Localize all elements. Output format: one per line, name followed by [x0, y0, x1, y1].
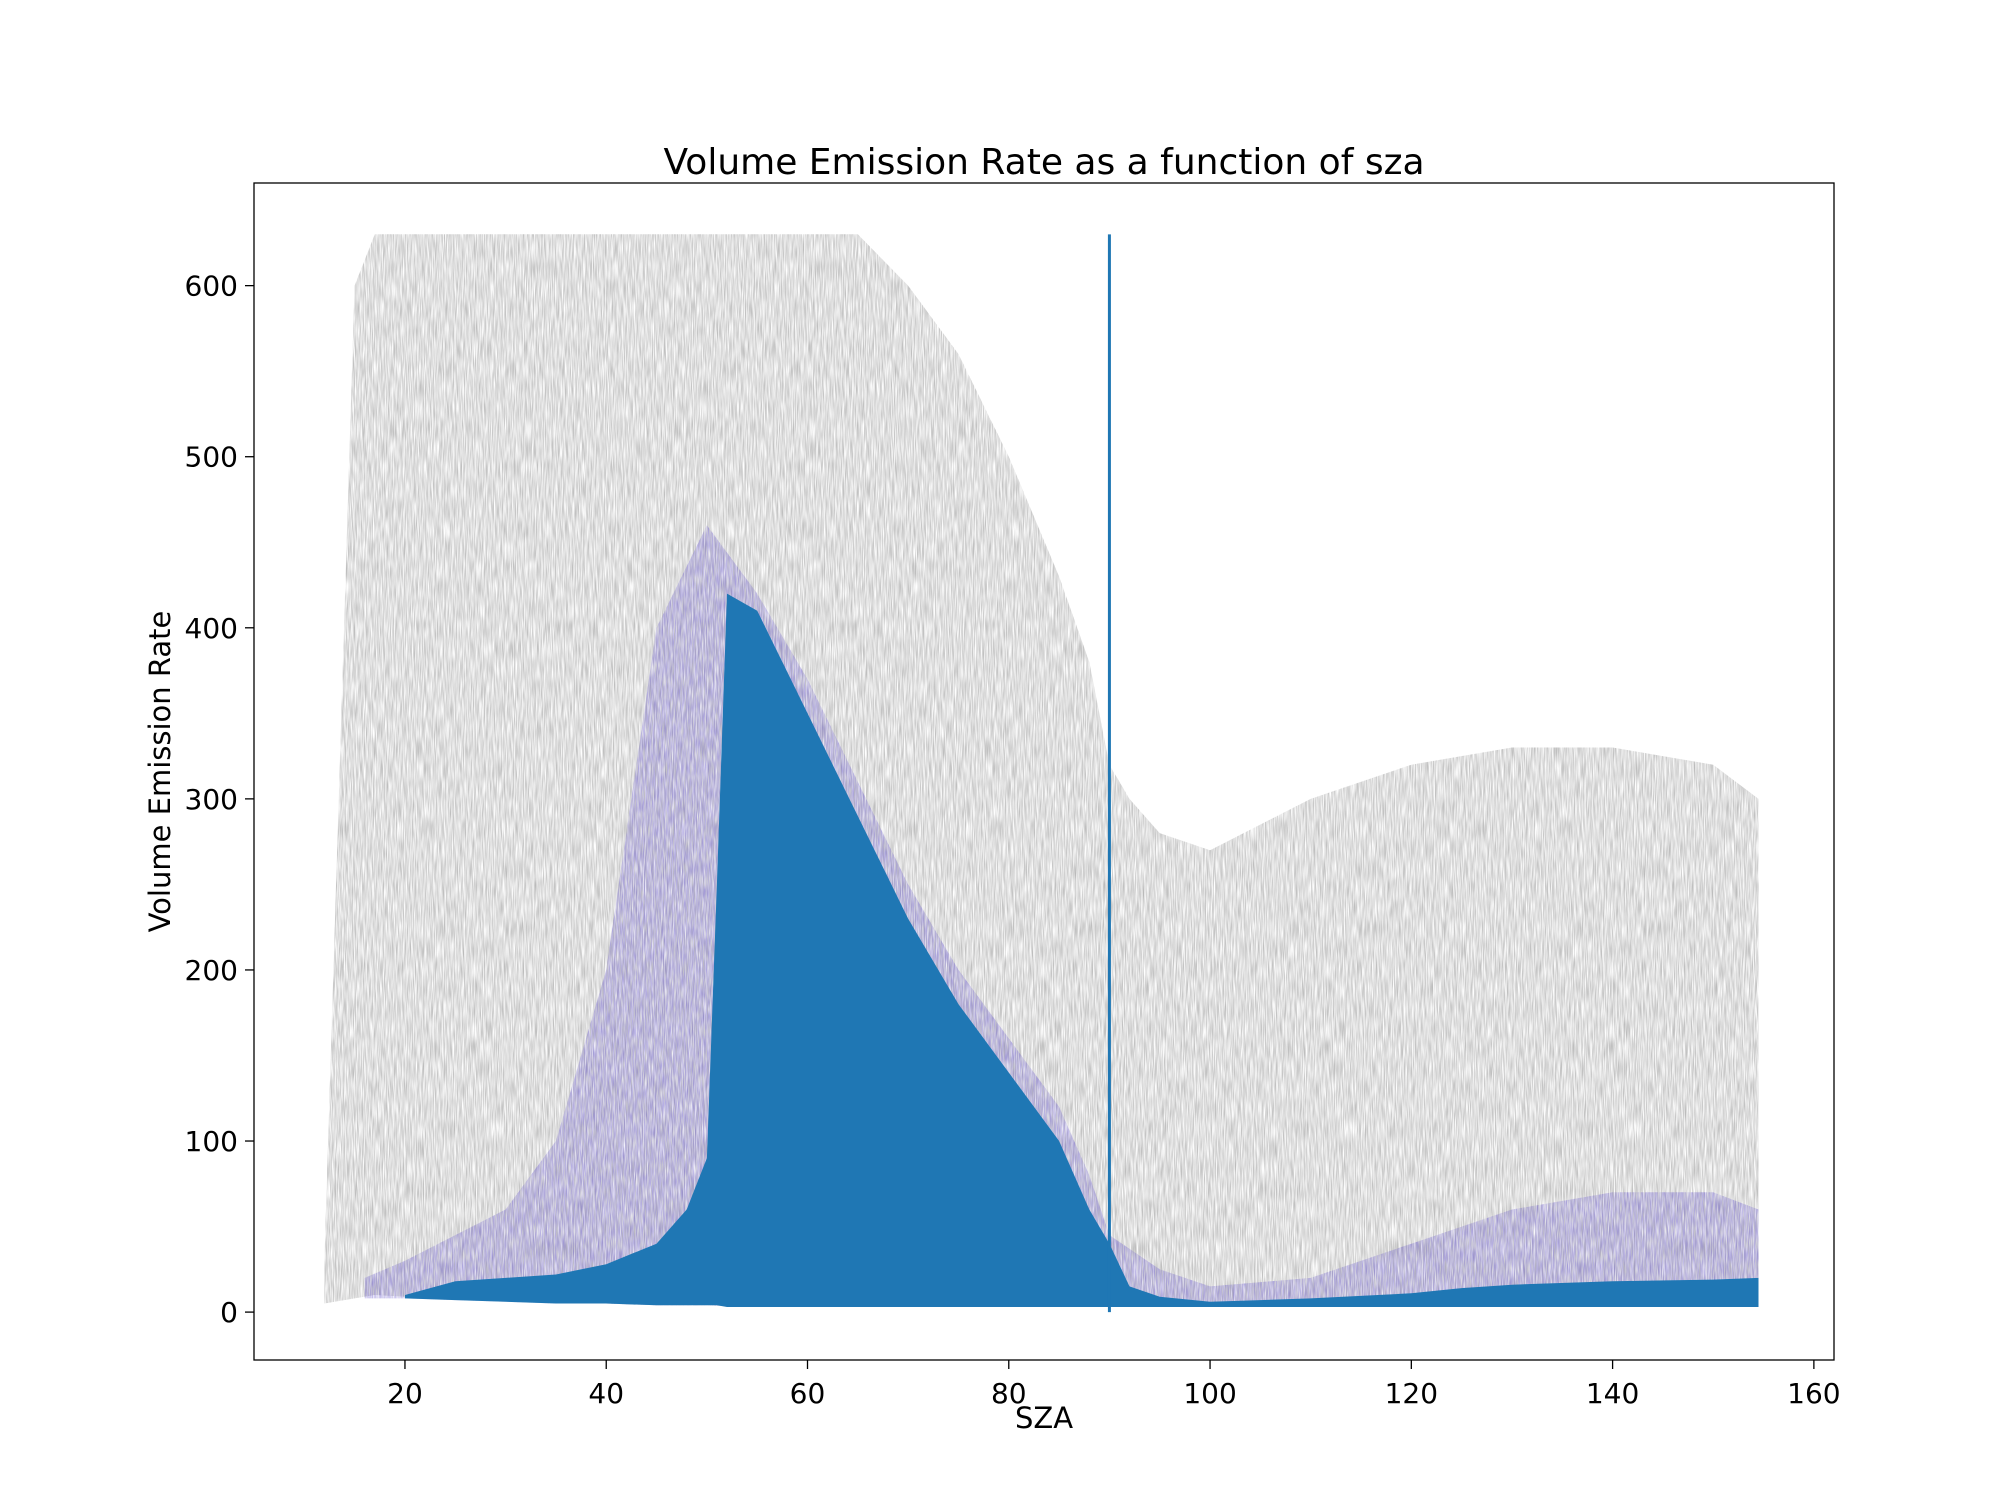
scatter-density-series-3 — [405, 593, 1759, 1307]
y-tick-label: 400 — [185, 612, 238, 645]
y-tick-label: 600 — [185, 270, 238, 303]
x-tick-label: 20 — [387, 1377, 423, 1410]
x-tick-label: 160 — [1787, 1377, 1840, 1410]
x-tick-label: 40 — [588, 1377, 624, 1410]
y-tick-label: 100 — [185, 1125, 238, 1158]
y-tick-label: 500 — [185, 441, 238, 474]
x-tick-label: 80 — [991, 1377, 1027, 1410]
y-tick-label: 200 — [185, 954, 238, 987]
x-tick-label: 120 — [1385, 1377, 1438, 1410]
plot-area — [324, 234, 1759, 1313]
plot-frame — [253, 182, 1835, 1361]
chart-title: Volume Emission Rate as a function of sz… — [663, 142, 1424, 183]
y-tick-label: 0 — [220, 1296, 238, 1329]
x-tick-label: 100 — [1183, 1377, 1236, 1410]
x-axis-label: SZA — [1015, 1401, 1073, 1435]
y-axis-label: Volume Emission Rate — [143, 611, 177, 933]
x-axis: 20 40 60 80 100 120 140 160 — [387, 1360, 1841, 1410]
scatter-series-layer — [324, 234, 1759, 1307]
y-axis: 0 100 200 300 400 500 600 — [185, 270, 254, 1329]
x-tick-label: 140 — [1586, 1377, 1639, 1410]
x-tick-label: 60 — [790, 1377, 826, 1410]
y-tick-label: 300 — [185, 783, 238, 816]
